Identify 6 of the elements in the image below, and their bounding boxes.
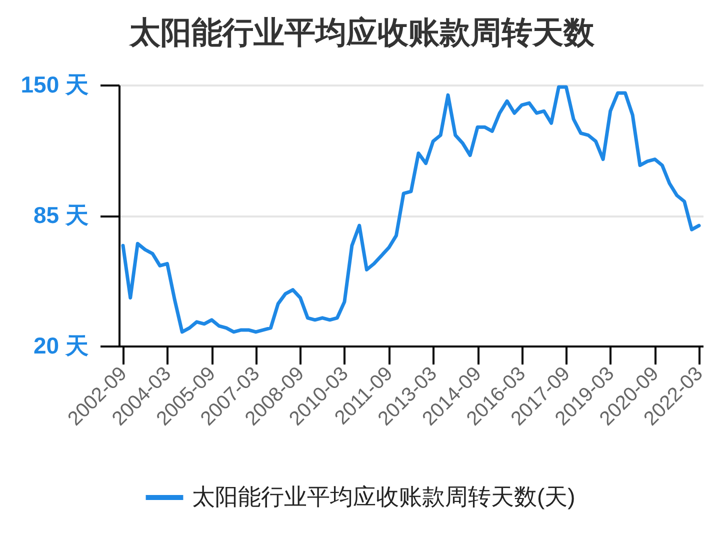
legend-label: 太阳能行业平均应收账款周转天数(天) [192,484,576,510]
y-tick-label: 20 天 [34,332,88,358]
y-tick-label: 85 天 [34,202,88,228]
chart-title: 太阳能行业平均应收账款周转天数 [128,15,596,50]
line-series [121,85,701,334]
y-tick-label: 150 天 [20,72,88,98]
